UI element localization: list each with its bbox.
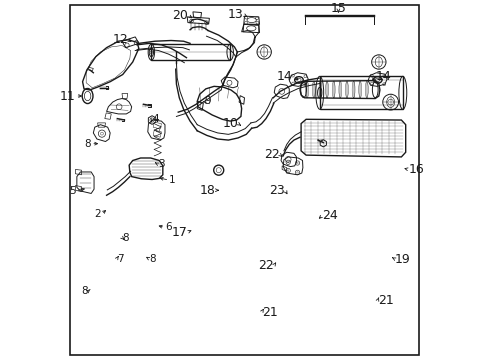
Text: 3: 3 — [158, 159, 164, 169]
Text: 15: 15 — [330, 3, 346, 15]
Bar — [151, 44, 230, 60]
Text: 14: 14 — [374, 70, 390, 83]
Text: 5: 5 — [69, 186, 75, 196]
Text: 21: 21 — [261, 306, 277, 319]
Text: 22: 22 — [258, 259, 273, 272]
Text: 12: 12 — [112, 33, 128, 46]
Text: 18: 18 — [199, 184, 215, 197]
Text: 22: 22 — [264, 148, 279, 161]
Text: 17: 17 — [171, 226, 187, 239]
Text: 21: 21 — [377, 294, 393, 307]
Text: 14: 14 — [277, 70, 292, 83]
Text: 9: 9 — [204, 96, 211, 106]
Text: 13: 13 — [227, 8, 243, 21]
Text: 8: 8 — [122, 233, 128, 243]
Text: 7: 7 — [116, 254, 123, 264]
Text: 8: 8 — [81, 286, 88, 296]
Text: 23: 23 — [269, 184, 285, 197]
Text: 8: 8 — [149, 254, 156, 264]
Bar — [319, 76, 402, 109]
Text: 24: 24 — [322, 209, 338, 222]
Text: 19: 19 — [394, 252, 410, 266]
Text: 10: 10 — [222, 117, 238, 130]
Text: 8: 8 — [84, 139, 91, 149]
Text: 11: 11 — [60, 90, 75, 103]
Text: 2: 2 — [94, 209, 101, 219]
Text: 6: 6 — [164, 222, 171, 233]
Text: 20: 20 — [172, 9, 187, 22]
Text: 16: 16 — [408, 163, 424, 176]
Text: 4: 4 — [152, 114, 159, 124]
Text: 1: 1 — [169, 175, 176, 185]
